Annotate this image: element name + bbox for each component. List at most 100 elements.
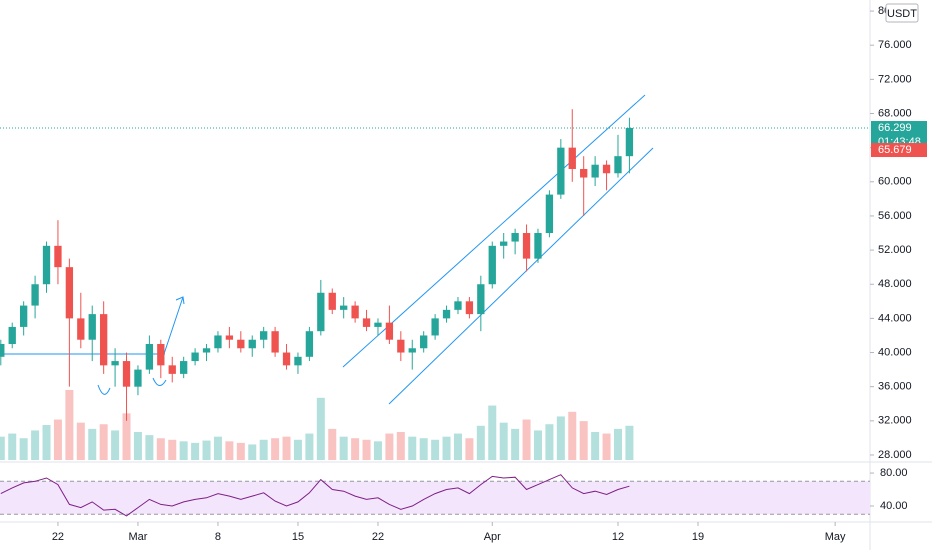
volume-bar <box>499 422 508 460</box>
volume-bar <box>419 438 428 460</box>
volume-bar <box>476 425 485 460</box>
volume-bar <box>522 419 531 460</box>
x-tick-label: 15 <box>292 531 304 543</box>
x-tick-label: 22 <box>52 531 64 543</box>
volume-bar <box>408 436 417 460</box>
volume-bar <box>556 416 565 460</box>
volume-bar <box>453 433 462 460</box>
rsi-line <box>0 474 630 517</box>
candle-body <box>122 361 131 387</box>
candle-body <box>157 343 165 366</box>
y-tick-label: 48.000 <box>878 278 912 290</box>
x-tick-label: 12 <box>612 531 624 543</box>
candle-body <box>522 233 531 259</box>
volume-bar <box>282 436 291 460</box>
candle-body <box>511 233 519 242</box>
volume-bar <box>533 430 542 460</box>
candle-body <box>442 309 451 319</box>
candle-body <box>305 331 314 357</box>
candle-body <box>477 284 485 315</box>
last-price-label: 66.299 <box>878 122 912 134</box>
y-tick-label: 44.000 <box>878 312 912 324</box>
volume-bar <box>625 425 634 460</box>
price-pane <box>0 94 870 460</box>
candle-body <box>454 301 462 310</box>
volume-bar <box>99 424 108 460</box>
volume-bar <box>613 428 622 460</box>
y-tick-label: 72.000 <box>878 73 912 85</box>
volume-bar <box>156 438 165 460</box>
candle-body <box>0 343 5 357</box>
volume-bar <box>248 444 257 460</box>
volume-bar <box>316 397 325 460</box>
volume-bar <box>259 439 268 460</box>
candle-body <box>568 147 576 169</box>
volume-bar <box>602 433 611 460</box>
currency-label: USDT <box>887 8 917 20</box>
volume-bar <box>0 436 5 460</box>
candle-body <box>591 164 599 178</box>
volume-bar <box>351 438 360 460</box>
candle-body <box>271 331 279 353</box>
volume-bar <box>431 439 440 460</box>
volume-bar <box>373 441 382 460</box>
candle-body <box>202 348 211 353</box>
rsi-band <box>0 481 870 515</box>
candle-body <box>294 356 302 366</box>
candle-body <box>260 331 268 340</box>
volume-bar <box>122 413 131 460</box>
volume-bar <box>465 438 474 460</box>
candle-body <box>397 339 405 353</box>
channel-lower <box>388 147 654 405</box>
volume-bar <box>53 419 62 460</box>
candle-body <box>408 348 416 353</box>
pattern-drawing <box>97 377 167 395</box>
x-tick-label: Mar <box>128 531 147 543</box>
rsi-tick-label: 40.00 <box>880 500 908 512</box>
volume-bar <box>339 436 348 460</box>
y-tick-label: 56.000 <box>878 210 912 222</box>
volume-bar <box>179 441 188 460</box>
volume-bar <box>568 411 577 460</box>
volume-bar <box>362 439 371 460</box>
y-tick-label: 60.000 <box>878 176 912 188</box>
candle-body <box>168 365 176 374</box>
candle-body <box>317 292 325 332</box>
candle-body <box>111 361 119 366</box>
volume-bar <box>385 433 394 460</box>
candle-body <box>580 168 588 178</box>
candle-body <box>362 318 371 327</box>
candle-body <box>237 339 245 349</box>
candle-body <box>351 305 359 319</box>
volume-bar <box>191 442 200 460</box>
y-tick-label: 36.000 <box>878 381 912 393</box>
volume-bar <box>442 436 451 460</box>
volume-bar <box>168 439 177 460</box>
candle-body <box>465 301 474 315</box>
candle-body <box>614 156 622 174</box>
arrow-drawing <box>162 296 185 358</box>
volume-bar <box>271 438 280 460</box>
candle-body <box>31 284 39 306</box>
candle-body <box>500 241 508 246</box>
volume-bar <box>8 433 17 460</box>
candle-body <box>20 305 28 327</box>
candle-body <box>431 318 439 336</box>
candle-body <box>8 326 16 344</box>
volume-bar <box>236 442 245 460</box>
currency-badge <box>885 3 919 23</box>
candle-body <box>54 245 62 268</box>
candle-body <box>77 318 85 340</box>
candle-body <box>42 245 51 285</box>
candle-body <box>88 314 96 340</box>
y-tick-label: 28.000 <box>878 449 912 461</box>
x-tick-label: 19 <box>692 531 704 543</box>
candle-body <box>602 164 611 174</box>
y-tick-label: 68.000 <box>878 107 912 119</box>
candle-body <box>65 267 74 319</box>
candle-body <box>282 352 291 366</box>
candle-body <box>625 128 634 157</box>
y-tick-label: 52.000 <box>878 244 912 256</box>
y-tick-label: 76.000 <box>878 39 912 51</box>
volume-bar <box>591 432 600 460</box>
